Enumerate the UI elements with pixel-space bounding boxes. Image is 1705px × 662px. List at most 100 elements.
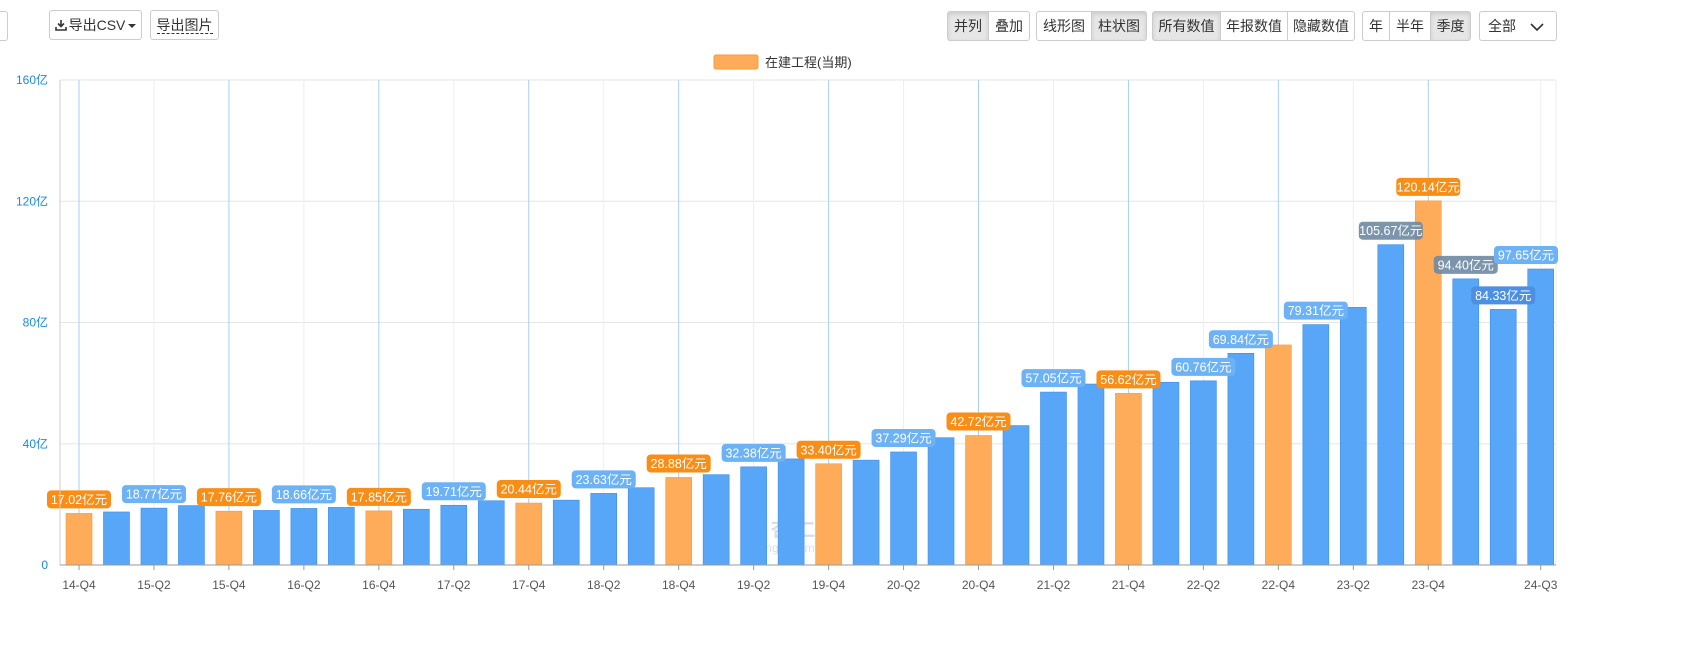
x-tick-label: 18-Q2 (587, 578, 621, 592)
data-label-box (346, 487, 411, 506)
period-year-button[interactable]: 年 (1362, 11, 1390, 41)
data-label: 20.44亿元 (496, 480, 561, 499)
annual-values-button[interactable]: 年报数值 (1220, 11, 1288, 41)
bar-19-Q1[interactable] (702, 474, 730, 566)
bar-20-Q1[interactable] (852, 459, 880, 566)
x-tick-label: 16-Q2 (287, 578, 321, 592)
bar-23-Q2[interactable] (1340, 307, 1367, 566)
bar-14-Q4[interactable] (65, 513, 93, 566)
data-label: 17.85亿元 (346, 487, 411, 506)
export-image-button[interactable]: 导出图片 (150, 10, 219, 40)
bar-18-Q3[interactable] (627, 487, 655, 566)
data-label-text: 37.29亿元 (875, 430, 931, 445)
bar-17-Q1[interactable] (403, 508, 430, 566)
y-tick-label: 80亿 (23, 315, 48, 330)
bar-15-Q2[interactable] (140, 507, 168, 566)
bar-16-Q2[interactable] (290, 508, 318, 566)
bar-19-Q4[interactable] (815, 463, 842, 566)
data-label-box (1021, 369, 1086, 388)
bar-22-Q4[interactable] (1265, 344, 1292, 566)
bar-17-Q3[interactable] (477, 500, 505, 566)
data-label-box (871, 428, 936, 447)
bar-19-Q3[interactable] (777, 458, 805, 566)
data-label: 37.29亿元 (871, 428, 936, 447)
bar-22-Q1[interactable] (1152, 381, 1180, 566)
bar-21-Q2[interactable] (1040, 391, 1067, 566)
bar-23-Q4[interactable] (1414, 200, 1442, 566)
data-label-box (571, 470, 636, 489)
y-tick-label: 0 (41, 558, 48, 572)
data-label: 19.71亿元 (421, 482, 486, 501)
layout-toggle-group: 并列 叠加 (947, 11, 1030, 41)
y-tick-label: 120亿 (16, 193, 48, 208)
bar-15-Q1[interactable] (103, 511, 130, 566)
x-tick-label: 17-Q4 (512, 578, 546, 592)
bar-21-Q4[interactable] (1115, 393, 1142, 566)
data-label-text: 120.14亿元 (1397, 179, 1460, 194)
data-label-text: 84.33亿元 (1475, 288, 1531, 303)
bar-layer (65, 200, 1555, 566)
bar-21-Q3[interactable] (1077, 383, 1105, 566)
x-tick-label: 24-Q3 (1524, 578, 1558, 592)
data-label-box (1096, 370, 1161, 389)
hide-values-button[interactable]: 隐藏数值 (1287, 11, 1355, 41)
data-label-text: 19.71亿元 (426, 484, 482, 499)
data-label-text: 28.88亿元 (651, 456, 707, 471)
bar-15-Q4[interactable] (215, 510, 243, 566)
period-quarter-button[interactable]: 季度 (1430, 11, 1471, 41)
bar-20-Q2[interactable] (890, 451, 917, 566)
data-label-box (121, 485, 186, 504)
bar-15-Q3[interactable] (178, 505, 205, 566)
bar-18-Q2[interactable] (590, 493, 618, 566)
x-tick-label: 20-Q4 (962, 578, 996, 592)
data-label-box (1494, 245, 1558, 264)
bar-20-Q3[interactable] (927, 437, 955, 566)
range-select[interactable]: 全部 (1479, 11, 1557, 41)
data-label-text: 32.38亿元 (725, 445, 781, 460)
data-label-text: 20.44亿元 (501, 482, 557, 497)
data-label: 17.76亿元 (196, 488, 261, 507)
bar-24-Q1[interactable] (1452, 278, 1480, 566)
value-display-toggle-group: 所有数值 年报数值 隐藏数值 (1152, 11, 1355, 41)
bar-22-Q2[interactable] (1190, 380, 1217, 566)
bar-18-Q1[interactable] (552, 499, 580, 566)
bar-23-Q3[interactable] (1377, 244, 1405, 566)
export-csv-button[interactable]: 导出CSV (49, 10, 142, 40)
axis-layer: 0 40亿 80亿 120亿 160亿 14-Q4 15-Q2 15-Q4 16-Q2 16-Q4… (16, 72, 1558, 592)
bar-18-Q4[interactable] (665, 477, 692, 566)
data-label-box (1471, 286, 1536, 305)
bar-19-Q2[interactable] (740, 466, 767, 566)
bar-chart-button[interactable]: 柱状图 (1091, 11, 1147, 41)
bar-17-Q2[interactable] (440, 504, 468, 566)
layout-stacked-button[interactable]: 叠加 (988, 11, 1030, 41)
x-tick-label: 14-Q4 (62, 578, 96, 592)
data-label-box (721, 443, 786, 462)
data-label: 97.65亿元 (1494, 245, 1558, 264)
bar-22-Q3[interactable] (1227, 352, 1255, 566)
data-label-box (1283, 301, 1348, 320)
line-chart-button[interactable]: 线形图 (1036, 11, 1092, 41)
x-tick-label: 20-Q2 (887, 578, 921, 592)
bar-21-Q1[interactable] (1002, 425, 1030, 566)
bar-16-Q1[interactable] (253, 510, 280, 566)
bar-23-Q1[interactable] (1302, 324, 1330, 566)
bar-16-Q3[interactable] (328, 507, 355, 566)
data-label-box (421, 482, 486, 501)
legend[interactable]: 在建工程(当期) (713, 54, 852, 70)
x-tick-label: 19-Q4 (812, 578, 846, 592)
left-edge-control[interactable] (0, 11, 8, 41)
bar-16-Q4[interactable] (365, 510, 393, 566)
x-tick-label: 22-Q4 (1262, 578, 1296, 592)
data-label: 105.67亿元 (1358, 221, 1423, 240)
data-label: 60.76亿元 (1171, 357, 1236, 376)
caret-down-icon (128, 24, 137, 28)
data-label-text: 17.85亿元 (351, 489, 407, 504)
bar-24-Q3[interactable] (1527, 268, 1555, 566)
data-label-box (1171, 357, 1236, 376)
all-values-button[interactable]: 所有数值 (1152, 11, 1221, 41)
data-label: 56.62亿元 (1096, 370, 1161, 389)
bar-24-Q2[interactable] (1489, 309, 1517, 566)
bar-17-Q4[interactable] (515, 502, 543, 566)
bar-20-Q4[interactable] (965, 435, 992, 566)
legend-swatch (713, 54, 759, 70)
